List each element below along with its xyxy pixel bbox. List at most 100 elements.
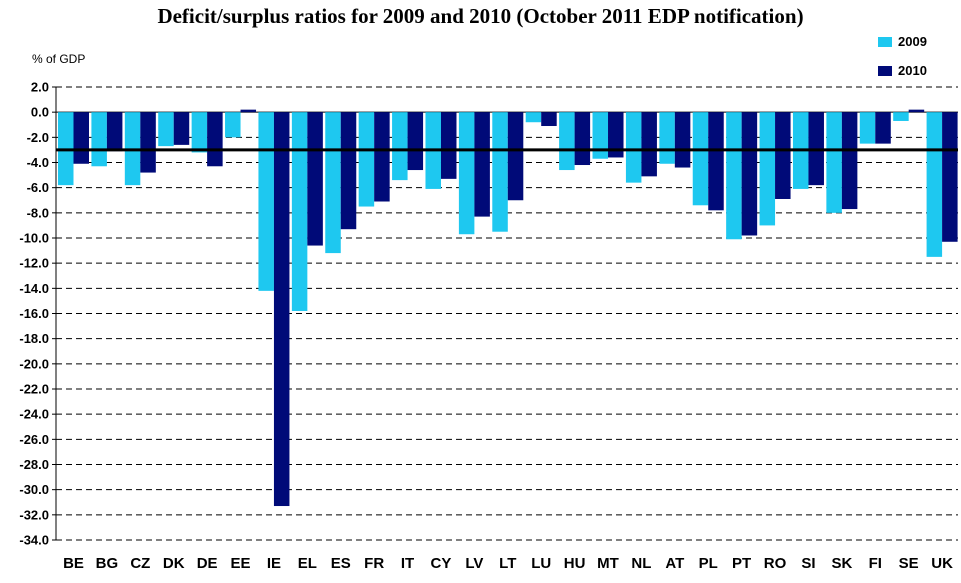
x-tick-label: FI [869, 555, 882, 572]
x-tick-label: PT [732, 555, 751, 572]
x-tick-label: SK [831, 555, 852, 572]
bar-2010-pt [741, 112, 758, 236]
x-tick-label: ES [331, 555, 351, 572]
bar-2010-lt [507, 112, 524, 201]
x-tick-label: SE [899, 555, 919, 572]
bar-2009-lu [525, 112, 542, 123]
x-tick-label: EL [298, 555, 317, 572]
y-tick-label: 2.0 [31, 80, 49, 95]
bar-2010-be [73, 112, 89, 164]
x-tick-label: LU [531, 555, 551, 572]
x-tick-label: EE [231, 555, 251, 572]
x-tick-label: LV [465, 555, 483, 572]
bar-2009-hu [559, 112, 575, 171]
bar-2009-el [291, 112, 308, 311]
x-tick-label: CY [431, 555, 452, 572]
y-tick-label: -10.0 [19, 231, 49, 246]
bar-2009-at [659, 112, 675, 164]
y-tick-label: -4.0 [27, 155, 49, 170]
y-tick-label: -8.0 [27, 205, 49, 220]
bar-2010-ie [273, 112, 290, 507]
legend-item-2010: 2010 [878, 63, 927, 78]
x-tick-label: DE [197, 555, 218, 572]
x-tick-label: PL [699, 555, 718, 572]
bar-2010-cz [140, 112, 156, 173]
bar-2009-se [893, 112, 909, 121]
bar-2009-pl [692, 112, 709, 206]
bar-2009-dk [158, 112, 174, 147]
legend-label-2009: 2009 [898, 34, 927, 49]
bar-2009-it [392, 112, 408, 181]
bar-2009-ro [759, 112, 776, 226]
x-tick-label: LT [499, 555, 516, 572]
y-axis-unit-label: % of GDP [32, 52, 86, 66]
bar-2010-fr [374, 112, 390, 202]
y-tick-label: -2.0 [27, 130, 49, 145]
y-tick-label: -30.0 [19, 482, 49, 497]
legend-swatch-2010 [878, 65, 892, 76]
bar-2009-pt [726, 112, 742, 240]
y-tick-label: 0.0 [31, 105, 49, 120]
y-tick-label: -26.0 [19, 432, 49, 447]
x-tick-label: AT [665, 555, 684, 572]
bar-2010-lu [541, 112, 557, 127]
bar-2009-lt [492, 112, 508, 232]
bar-2010-it [407, 112, 424, 171]
x-tick-label: UK [931, 555, 953, 572]
bar-2010-sk [841, 112, 858, 210]
y-tick-label: -16.0 [19, 306, 49, 321]
y-tick-label: -28.0 [19, 457, 49, 472]
bar-2009-fr [358, 112, 375, 207]
bar-2010-mt [608, 112, 624, 158]
bar-2009-ie [258, 112, 274, 291]
bar-2009-de [191, 112, 208, 153]
bar-2010-de [207, 112, 223, 167]
x-tick-label: CZ [130, 555, 150, 572]
bar-2010-fi [875, 112, 891, 144]
bar-2010-ro [775, 112, 791, 199]
y-tick-label: -14.0 [19, 281, 49, 296]
x-tick-label: RO [764, 555, 787, 572]
x-tick-label: DK [163, 555, 185, 572]
bar-2010-dk [173, 112, 190, 145]
bar-2010-cy [440, 112, 457, 179]
y-tick-label: -34.0 [19, 533, 49, 548]
x-tick-label: FR [364, 555, 384, 572]
x-tick-label: IT [401, 555, 414, 572]
chart-title: Deficit/surplus ratios for 2009 and 2010… [157, 4, 804, 28]
bar-2009-bg [91, 112, 107, 167]
bar-2010-ee [240, 109, 257, 113]
x-tick-label: BG [96, 555, 119, 572]
y-tick-label: -22.0 [19, 382, 49, 397]
bar-2010-se [908, 109, 925, 113]
x-tick-label: BE [63, 555, 84, 572]
bar-2009-sk [826, 112, 842, 213]
bar-2010-uk [942, 112, 958, 242]
x-tick-label: MT [597, 555, 619, 572]
bar-2010-bg [106, 112, 123, 152]
bar-2009-ee [225, 112, 241, 138]
bar-2010-nl [641, 112, 657, 177]
y-tick-label: -24.0 [19, 407, 49, 422]
y-tick-label: -20.0 [19, 356, 49, 371]
x-tick-label: HU [564, 555, 586, 572]
bar-2009-mt [592, 112, 609, 159]
x-tick-label: NL [631, 555, 651, 572]
x-tick-label: SI [801, 555, 815, 572]
y-tick-label: -32.0 [19, 507, 49, 522]
bar-2009-fi [859, 112, 876, 144]
y-tick-label: -6.0 [27, 180, 49, 195]
legend-swatch-2009 [878, 36, 892, 47]
bar-2009-es [325, 112, 341, 254]
y-tick-label: -18.0 [19, 331, 49, 346]
legend-item-2009: 2009 [878, 34, 927, 49]
bar-2010-lv [474, 112, 490, 217]
bar-2010-es [340, 112, 357, 230]
bar-2009-lv [458, 112, 475, 235]
bar-2010-el [307, 112, 323, 246]
x-tick-label: IE [267, 555, 281, 572]
bar-2009-nl [625, 112, 642, 183]
bar-2010-pl [708, 112, 724, 211]
bar-2010-hu [574, 112, 591, 166]
